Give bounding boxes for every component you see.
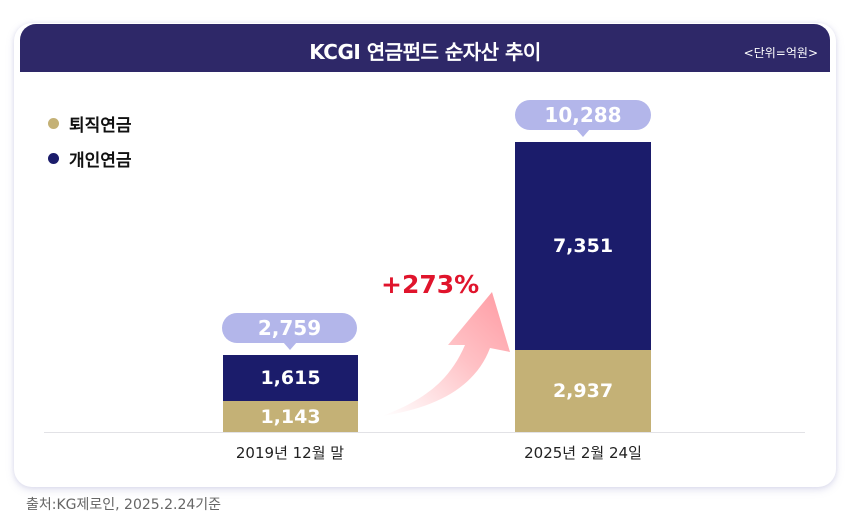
source-note: 출처:KG제로인, 2025.2.24기준 — [26, 497, 222, 513]
legend: 퇴직연금 개인연금 — [48, 106, 132, 176]
bar-2025: 7,351 2,937 — [515, 142, 651, 432]
total-bubble: 2,759 — [222, 313, 357, 350]
chart-header: KCGI 연금펀드 순자산 추이 <단위=억원> — [20, 24, 830, 72]
total-value: 2,759 — [257, 316, 322, 340]
growth-annotation: +273% — [381, 270, 480, 299]
growth-arrow-icon — [382, 292, 510, 416]
legend-label: 퇴직연금 — [69, 116, 132, 136]
x-tick-label: 2025년 2월 24일 — [524, 444, 642, 462]
total-value: 10,288 — [544, 103, 622, 127]
chart-title: KCGI 연금펀드 순자산 추이 — [309, 40, 541, 64]
chart-card — [14, 23, 836, 487]
segment-value: 2,937 — [552, 380, 614, 402]
segment-personal: 1,615 — [223, 355, 358, 401]
segment-value: 1,143 — [260, 405, 321, 428]
segment-value: 1,615 — [260, 367, 321, 389]
unit-label: <단위=억원> — [743, 46, 818, 60]
x-axis-line — [44, 432, 805, 433]
segment-personal: 7,351 — [515, 142, 651, 350]
legend-item-retirement: 퇴직연금 — [48, 106, 132, 141]
x-tick-label: 2019년 12월 말 — [235, 444, 345, 462]
segment-retirement: 2,937 — [515, 350, 651, 432]
total-bubble: 10,288 — [515, 100, 651, 137]
bar-2019: 1,615 1,143 — [223, 355, 358, 432]
legend-item-personal: 개인연금 — [48, 141, 132, 176]
segment-retirement: 1,143 — [223, 401, 358, 432]
legend-dot-icon — [48, 153, 59, 164]
segment-value: 7,351 — [552, 235, 614, 257]
legend-label: 개인연금 — [69, 151, 132, 171]
legend-dot-icon — [48, 118, 59, 129]
